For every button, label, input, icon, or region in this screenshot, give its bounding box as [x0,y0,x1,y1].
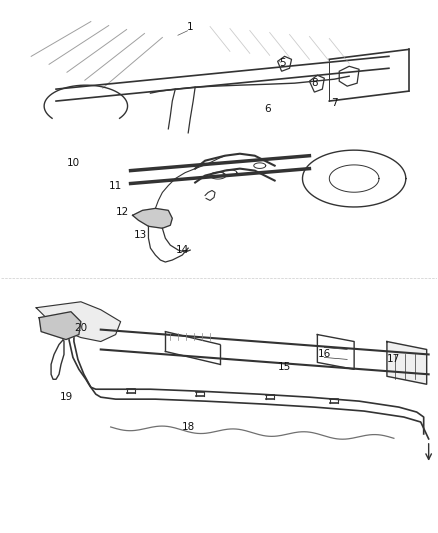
Text: 16: 16 [318,350,331,359]
Text: 18: 18 [182,422,195,432]
Polygon shape [133,208,172,228]
Text: 13: 13 [134,230,147,240]
Polygon shape [387,342,427,384]
Text: 14: 14 [176,245,189,255]
Text: 7: 7 [331,98,338,108]
Polygon shape [39,312,81,340]
Text: 6: 6 [265,104,271,114]
Text: 10: 10 [67,158,79,168]
Text: 17: 17 [387,354,400,365]
Text: 11: 11 [109,181,122,190]
Text: 12: 12 [116,207,129,217]
Text: 15: 15 [278,362,291,373]
Text: 1: 1 [187,21,194,31]
Text: 20: 20 [74,322,88,333]
Text: 8: 8 [311,78,318,88]
Polygon shape [36,302,120,342]
Text: 5: 5 [279,58,286,68]
Text: 19: 19 [60,392,73,402]
